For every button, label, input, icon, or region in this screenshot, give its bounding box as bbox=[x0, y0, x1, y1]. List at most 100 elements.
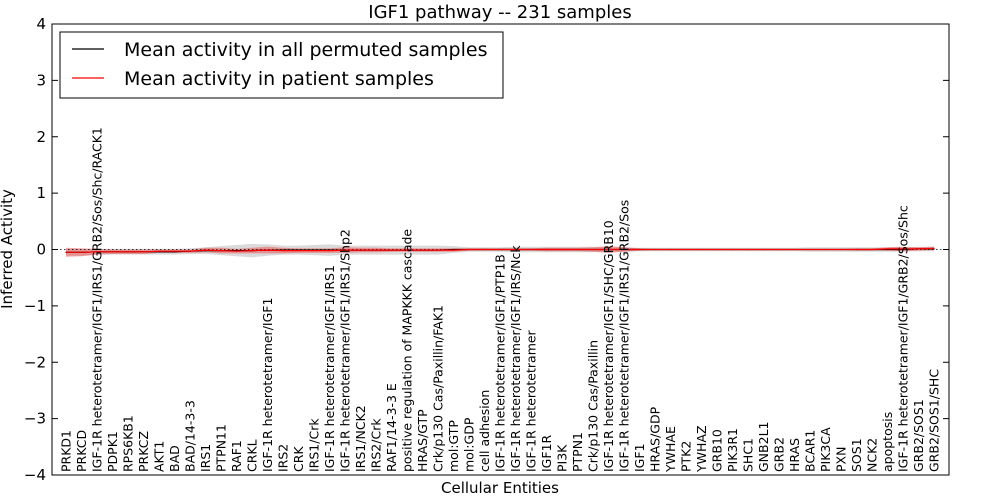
x-category-label: IGF-1R heterotetramer/IGF1/IRS1/GRB2/Sos… bbox=[90, 127, 105, 472]
x-category-label: PIK3R1 bbox=[725, 428, 740, 472]
data-point bbox=[111, 251, 114, 253]
x-category-label: GNB2L1 bbox=[756, 422, 771, 472]
data-point bbox=[778, 248, 780, 251]
y-tick-label: −2 bbox=[24, 353, 46, 371]
data-point bbox=[933, 247, 935, 249]
x-category-label: IGF-1R heterotetramer/IGF1/IRS/Nck bbox=[508, 245, 523, 472]
data-point bbox=[700, 248, 703, 251]
data-point bbox=[406, 249, 408, 251]
x-category-label: SOS1 bbox=[849, 438, 864, 472]
band-patient bbox=[66, 246, 934, 257]
data-point bbox=[871, 248, 873, 251]
data-point bbox=[840, 248, 842, 251]
data-point bbox=[576, 248, 579, 251]
y-tick-label: 0 bbox=[36, 241, 46, 259]
x-category-label: GRB2 bbox=[772, 437, 787, 472]
series-lines bbox=[65, 247, 935, 253]
data-point bbox=[142, 251, 145, 253]
data-point bbox=[220, 250, 222, 252]
legend-label-patient: Mean activity in patient samples bbox=[124, 68, 434, 90]
data-point bbox=[731, 248, 734, 251]
x-category-label: PDPK1 bbox=[105, 431, 120, 472]
x-category-label: BAD bbox=[167, 445, 182, 472]
x-category-label: RAF1/14-3-3 E bbox=[384, 383, 399, 472]
x-category-label: IGF-1R heterotetramer bbox=[524, 329, 539, 472]
x-category-label: HRAS bbox=[787, 438, 802, 472]
data-point bbox=[313, 250, 315, 252]
data-point bbox=[545, 248, 548, 251]
y-tick-label: −4 bbox=[24, 466, 46, 484]
x-category-label: IGF-1R heterotetramer/IGF1/PTP1B bbox=[493, 254, 508, 472]
data-point bbox=[762, 248, 765, 251]
x-category-label: PRKCD bbox=[74, 430, 89, 472]
x-category-label: NCK2 bbox=[865, 438, 880, 472]
x-category-label: PRKCZ bbox=[136, 431, 151, 472]
data-point bbox=[437, 249, 439, 251]
data-point bbox=[235, 250, 238, 252]
data-point bbox=[344, 249, 346, 251]
x-category-label: mol:GTP bbox=[446, 420, 461, 472]
plot-frame bbox=[51, 23, 950, 476]
data-point bbox=[158, 250, 160, 252]
data-point bbox=[421, 249, 424, 251]
chart-title: IGF1 pathway -- 231 samples bbox=[368, 2, 631, 23]
data-point bbox=[390, 249, 393, 251]
x-category-label: IRS1/NCK2 bbox=[353, 405, 368, 472]
band-permuted bbox=[66, 243, 934, 258]
data-point bbox=[468, 248, 470, 251]
x-category-label: RPS6KB1 bbox=[121, 415, 136, 472]
data-point bbox=[809, 248, 811, 251]
data-point bbox=[328, 250, 331, 252]
data-point bbox=[375, 249, 377, 251]
x-category-label: BAD/14-3-3 bbox=[183, 400, 198, 472]
x-category-label: IRS2/Crk bbox=[369, 418, 384, 472]
x-category-label: IGF-1R heterotetramer/IGF1/GRB2/Sos/Shc bbox=[896, 205, 911, 472]
x-category-label: PTPN1 bbox=[570, 432, 585, 472]
x-category-label: SHC1 bbox=[741, 438, 756, 472]
y-tick-label: 4 bbox=[36, 15, 46, 33]
x-category-label: BCAR1 bbox=[803, 430, 818, 472]
x-category-label: mol:GDP bbox=[462, 417, 477, 472]
data-point bbox=[623, 248, 625, 251]
x-category-label: IRS1 bbox=[198, 444, 213, 472]
data-point bbox=[607, 248, 610, 251]
data-point bbox=[514, 248, 517, 251]
x-category-label: HRAS/GDP bbox=[648, 406, 663, 472]
data-point bbox=[65, 251, 67, 253]
x-category-label: positive regulation of MAPKKK cascade bbox=[400, 229, 415, 472]
data-point bbox=[685, 248, 687, 251]
data-point bbox=[282, 250, 284, 252]
x-category-label: GRB10 bbox=[710, 429, 725, 472]
x-category-label: Crk/p130 Cas/Paxillin/FAK1 bbox=[431, 305, 446, 472]
x-category-label: IGF1 bbox=[632, 443, 647, 472]
x-axis-category-labels: PRKD1 PRKCD IGF-1R heterotetramer/IGF1/IRS… bbox=[59, 127, 942, 473]
x-category-label: RAF1 bbox=[229, 440, 244, 472]
y-tick-label: −3 bbox=[24, 410, 46, 428]
data-point bbox=[824, 248, 827, 251]
data-point bbox=[886, 248, 889, 250]
x-category-label: PI3K bbox=[555, 444, 570, 472]
y-tick-label: −1 bbox=[24, 297, 46, 315]
x-category-label: IGF-1R heterotetramer/IGF1/SHC/GRB10 bbox=[601, 220, 616, 472]
x-category-label: IGF-1R heterotetramer/IGF1/IRS1/GRB2/Sos bbox=[617, 200, 632, 472]
data-point bbox=[530, 248, 532, 251]
x-category-label: PRKD1 bbox=[59, 430, 74, 472]
x-axis-title: Cellular Entities bbox=[441, 479, 559, 497]
data-point bbox=[204, 249, 207, 251]
data-point bbox=[592, 248, 594, 251]
x-category-label: CRK bbox=[291, 446, 306, 472]
data-point bbox=[855, 248, 858, 251]
data-point bbox=[499, 248, 501, 251]
x-category-label: IGF-1R heterotetramer/IGF1 bbox=[260, 298, 275, 472]
x-category-label: IRS1/Crk bbox=[307, 418, 322, 472]
data-point bbox=[917, 248, 920, 250]
data-point bbox=[189, 250, 191, 252]
data-point bbox=[483, 248, 486, 251]
x-category-label: GRB2/SOS1/SHC bbox=[927, 369, 942, 472]
x-category-label: YWHAE bbox=[663, 426, 678, 473]
x-category-label: YWHAZ bbox=[694, 425, 709, 473]
x-category-label: Crk/p130 Cas/Paxillin bbox=[586, 340, 601, 472]
legend-box bbox=[59, 31, 504, 99]
y-tick-label: 3 bbox=[36, 71, 46, 89]
x-category-label: cell adhesion bbox=[477, 390, 492, 472]
